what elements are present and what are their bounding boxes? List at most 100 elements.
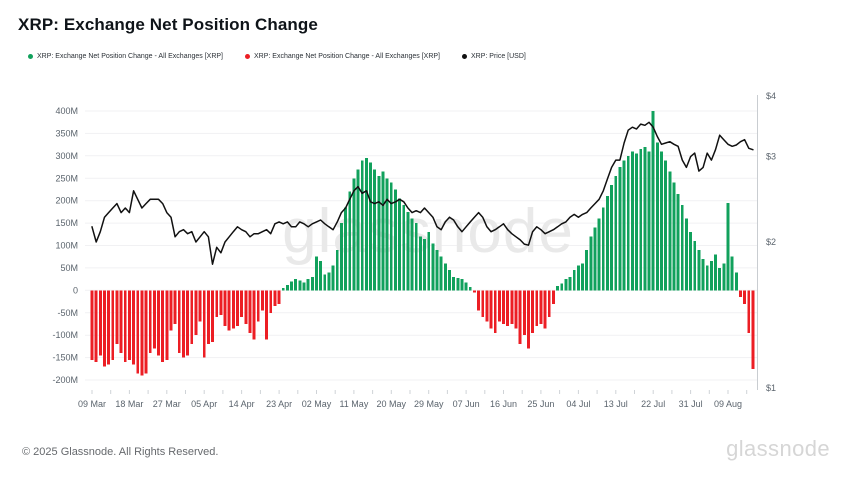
net-position-bar (423, 238, 426, 291)
net-position-bar (572, 270, 576, 291)
net-position-bar (144, 290, 148, 374)
net-position-bar (464, 282, 468, 291)
net-position-bar (186, 290, 190, 356)
price-axis-tick-label: $2 (766, 237, 776, 247)
net-position-bar (734, 272, 738, 291)
net-position-bar (194, 290, 198, 336)
net-position-bar (107, 290, 111, 365)
net-position-bar (647, 151, 651, 291)
price-line (91, 121, 754, 265)
net-position-bar (614, 176, 618, 291)
net-position-bar (157, 290, 160, 356)
net-position-bar (223, 290, 227, 327)
net-position-bar (589, 236, 593, 291)
net-position-bar (660, 151, 663, 291)
net-position-bar (564, 279, 568, 291)
net-position-bar (165, 290, 169, 360)
net-position-bar (514, 290, 518, 329)
x-axis-tick-label: 27 Mar (153, 399, 181, 409)
x-axis-tick-label: 09 Aug (714, 399, 742, 409)
net-position-bar (344, 207, 348, 291)
y-axis-tick-label: -150M (52, 353, 78, 363)
net-position-bar (722, 263, 726, 291)
net-position-bar (556, 285, 560, 291)
y-axis-tick-label: 150M (55, 218, 78, 228)
net-position-bar (643, 146, 647, 291)
net-position-bar (373, 169, 377, 291)
x-axis-tick-label: 09 Mar (78, 399, 106, 409)
net-position-bar (285, 284, 289, 291)
net-position-bar (310, 276, 314, 291)
net-position-bar (481, 290, 485, 318)
net-position-bar (273, 290, 277, 307)
net-position-bar (427, 232, 431, 291)
net-position-bar (489, 290, 493, 329)
net-position-bar (693, 241, 697, 291)
legend-dot-black-icon (462, 54, 467, 59)
net-position-bar (352, 178, 356, 291)
x-axis-tick-label: 16 Jun (490, 399, 517, 409)
net-position-bar (331, 265, 335, 291)
net-position-bar (269, 290, 273, 313)
net-position-bar (709, 261, 713, 291)
legend-item-net-position-positive[interactable]: XRP: Exchange Net Position Change - All … (28, 53, 223, 60)
net-position-bar (298, 280, 302, 291)
net-position-bar (593, 227, 597, 291)
legend-item-net-position-negative[interactable]: XRP: Exchange Net Position Change - All … (245, 53, 440, 60)
x-axis-tick-label: 18 Mar (115, 399, 143, 409)
x-axis-tick-label: 04 Jul (566, 399, 590, 409)
x-axis-tick-label: 22 Jul (641, 399, 665, 409)
net-position-bar (281, 288, 285, 291)
net-position-bar (730, 256, 734, 291)
net-position-bar (202, 290, 206, 358)
net-position-bar (443, 263, 447, 291)
y-axis-tick-label: -100M (52, 330, 78, 340)
net-position-bar (177, 290, 181, 354)
net-position-bar (315, 256, 318, 291)
legend-dot-red-icon (245, 54, 250, 59)
net-position-bar (452, 276, 456, 291)
price-axis-tick-label: $1 (766, 383, 776, 393)
net-position-bar (522, 290, 526, 336)
net-position-bar (751, 290, 755, 369)
net-position-bar (294, 279, 298, 291)
net-position-bar (439, 256, 443, 291)
net-position-bar (485, 290, 489, 322)
net-position-bar (747, 290, 751, 333)
net-position-bar (518, 290, 522, 345)
net-position-bar (182, 290, 185, 358)
net-position-bar (622, 160, 626, 291)
net-position-bar (601, 207, 605, 291)
net-position-bar (718, 267, 722, 291)
net-position-bar (726, 202, 730, 291)
net-position-bar (132, 290, 136, 365)
net-position-bar (664, 160, 668, 291)
legend-item-price[interactable]: XRP: Price [USD] (462, 53, 526, 60)
price-axis-tick-label: $3 (766, 152, 776, 162)
legend-label: XRP: Price [USD] (471, 53, 526, 60)
net-position-bar (306, 279, 310, 291)
y-axis-tick-label: 50M (60, 263, 78, 273)
net-position-bar (539, 290, 543, 324)
net-position-bar (115, 290, 119, 345)
net-position-bar (90, 290, 94, 360)
net-position-bar (493, 290, 497, 333)
net-position-bar (173, 290, 177, 324)
net-position-bar (398, 198, 402, 291)
net-position-bar (431, 243, 435, 291)
net-position-bar (103, 290, 106, 367)
net-position-bar (460, 279, 464, 291)
x-axis-tick-label: 23 Apr (266, 399, 292, 409)
net-position-bar (676, 193, 680, 291)
net-position-bar (568, 276, 572, 291)
net-position-bar (410, 218, 414, 291)
net-position-bar (148, 290, 152, 354)
net-position-bar (231, 290, 235, 329)
net-position-bar (364, 158, 368, 291)
x-axis-tick-label: 07 Jun (453, 399, 480, 409)
chart-legend: XRP: Exchange Net Position Change - All … (28, 53, 526, 60)
net-position-bar (497, 290, 501, 322)
y-axis-tick-label: 300M (55, 151, 78, 161)
